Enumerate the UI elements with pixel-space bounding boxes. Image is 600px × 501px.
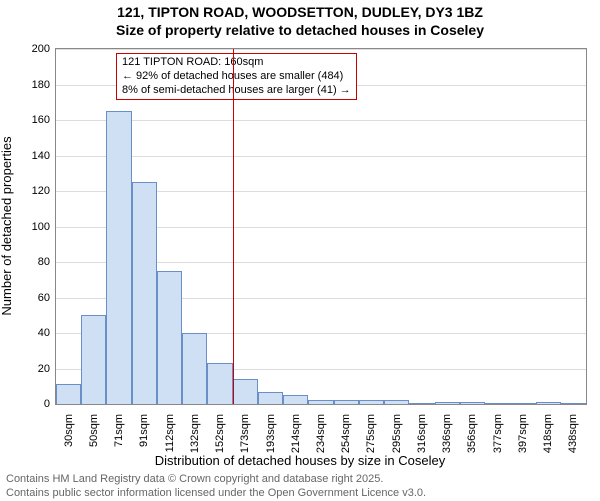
x-tick-label: 91sqm	[138, 414, 150, 447]
annotation-box: 121 TIPTON ROAD: 160sqm ← 92% of detache…	[116, 53, 357, 100]
x-tick-label: 336sqm	[441, 414, 453, 453]
histogram-bar	[384, 400, 409, 404]
gridline	[56, 156, 586, 157]
x-tick-label: 152sqm	[214, 414, 226, 453]
y-tick-label: 20	[38, 363, 56, 375]
histogram-bar	[308, 400, 333, 404]
x-tick-label: 214sqm	[290, 414, 302, 453]
chart-title-line2: Size of property relative to detached ho…	[0, 22, 600, 38]
histogram-bar	[132, 182, 157, 404]
x-tick-label: 397sqm	[517, 414, 529, 453]
histogram-bar	[207, 363, 232, 404]
y-tick-label: 200	[32, 43, 56, 55]
x-tick-label: 30sqm	[63, 414, 75, 447]
histogram-bar	[283, 395, 308, 404]
y-tick-label: 80	[38, 256, 56, 268]
y-tick-label: 60	[38, 292, 56, 304]
x-tick-label: 377sqm	[492, 414, 504, 453]
histogram-bar	[561, 403, 586, 404]
plot-area: 020406080100120140160180200 121 TIPTON R…	[55, 48, 587, 405]
histogram-bar	[460, 402, 485, 404]
histogram-bar	[106, 111, 131, 404]
histogram-bar	[334, 400, 359, 404]
chart-container: 121, TIPTON ROAD, WOODSETTON, DUDLEY, DY…	[0, 0, 600, 500]
histogram-bar	[485, 403, 510, 404]
y-tick-label: 40	[38, 327, 56, 339]
x-tick-label: 418sqm	[542, 414, 554, 453]
histogram-bar	[510, 403, 535, 404]
annotation-line1: 121 TIPTON ROAD: 160sqm	[122, 56, 351, 70]
x-tick-label: 112sqm	[164, 414, 176, 452]
x-tick-label: 356sqm	[466, 414, 478, 453]
x-tick-label: 193sqm	[265, 414, 277, 453]
x-tick-label: 50sqm	[88, 414, 100, 447]
histogram-bar	[258, 392, 283, 404]
y-tick-label: 140	[32, 150, 56, 162]
histogram-bar	[233, 379, 258, 404]
histogram-bar	[182, 333, 207, 404]
footer-line2: Contains public sector information licen…	[6, 487, 594, 501]
histogram-bar	[435, 402, 460, 404]
y-tick-label: 180	[32, 79, 56, 91]
histogram-bar	[81, 315, 106, 404]
gridline	[56, 120, 586, 121]
annotation-line3: 8% of semi-detached houses are larger (4…	[122, 84, 351, 98]
histogram-bar	[409, 403, 434, 404]
x-tick-label: 254sqm	[340, 414, 352, 453]
x-tick-label: 132sqm	[189, 414, 201, 453]
annotation-line2: ← 92% of detached houses are smaller (48…	[122, 70, 351, 84]
footer-text: Contains HM Land Registry data © Crown c…	[0, 473, 600, 501]
y-tick-label: 120	[32, 185, 56, 197]
histogram-bar	[157, 271, 182, 404]
y-tick-label: 160	[32, 114, 56, 126]
gridline	[56, 49, 586, 50]
x-tick-label: 234sqm	[315, 414, 327, 453]
x-tick-label: 438sqm	[567, 414, 579, 453]
x-tick-label: 71sqm	[113, 414, 125, 447]
reference-line	[233, 49, 234, 404]
x-tick-label: 316sqm	[416, 414, 428, 453]
chart-title-line1: 121, TIPTON ROAD, WOODSETTON, DUDLEY, DY…	[0, 4, 600, 20]
histogram-bar	[359, 400, 384, 404]
x-tick-label: 295sqm	[391, 414, 403, 453]
histogram-bar	[536, 402, 561, 404]
x-tick-label: 275sqm	[365, 414, 377, 453]
x-axis-title: Distribution of detached houses by size …	[0, 453, 600, 468]
x-tick-label: 173sqm	[239, 414, 251, 453]
y-tick-label: 100	[32, 221, 56, 233]
histogram-bar	[56, 384, 81, 404]
y-axis-title: Number of detached properties	[0, 136, 14, 315]
y-tick-label: 0	[44, 398, 56, 410]
footer-line1: Contains HM Land Registry data © Crown c…	[6, 473, 594, 487]
